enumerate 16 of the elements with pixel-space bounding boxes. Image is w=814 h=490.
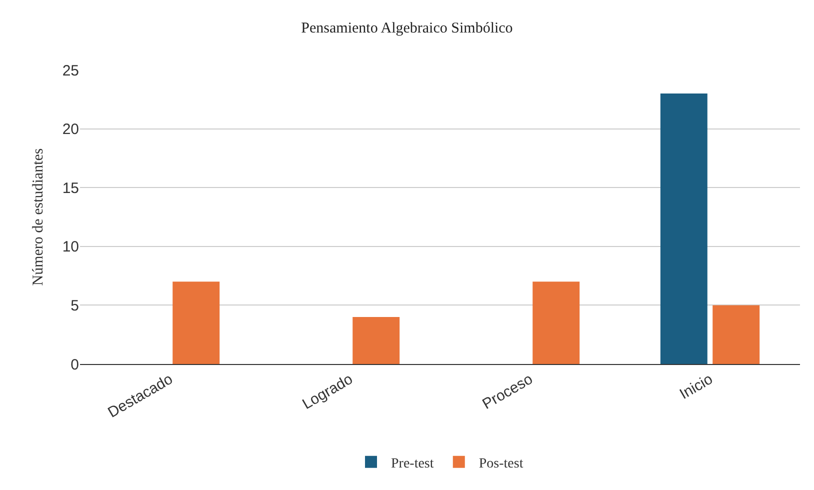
y-tick-label: 20 <box>62 121 79 138</box>
y-tick-label: 10 <box>62 238 79 256</box>
y-axis-title: Número de estudiantes <box>30 148 47 286</box>
legend-label: Pre-test <box>391 456 434 472</box>
bar <box>352 316 400 364</box>
y-tick-label: 5 <box>70 297 79 314</box>
bar <box>660 94 708 364</box>
bar <box>172 282 220 364</box>
bar <box>532 282 580 364</box>
legend-label: Pos-test <box>478 456 524 472</box>
bar <box>712 305 760 364</box>
y-tick-label: 15 <box>62 180 79 197</box>
chart-title: Pensamiento Algebraico Simbólico <box>301 20 513 37</box>
y-tick-label: 0 <box>70 356 79 374</box>
x-tick-label: Inicio <box>676 370 716 403</box>
y-tick-label: 25 <box>62 62 79 80</box>
